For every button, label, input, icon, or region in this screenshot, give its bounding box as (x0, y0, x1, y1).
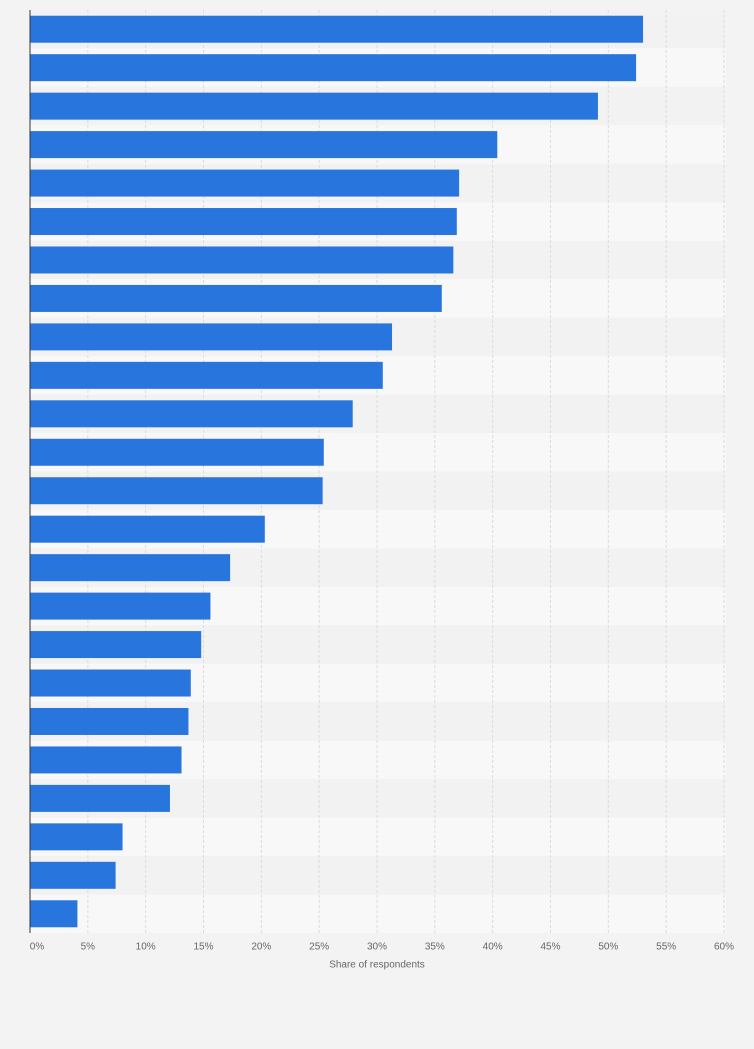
bar (30, 131, 498, 159)
bar (30, 631, 202, 659)
row-band (30, 817, 726, 857)
bar (30, 707, 189, 735)
x-tick-label: 10% (136, 942, 156, 953)
x-tick-label: 55% (656, 942, 676, 953)
x-tick-label: 0% (30, 942, 45, 953)
bar (30, 15, 644, 43)
bar (30, 861, 116, 889)
bar (30, 592, 211, 620)
x-tick-label: 25% (309, 942, 329, 953)
x-tick-label: 20% (251, 942, 271, 953)
x-tick-label: 35% (425, 942, 445, 953)
x-tick-label: 30% (367, 942, 387, 953)
bar (30, 361, 383, 389)
x-tick-label: 15% (193, 942, 213, 953)
bar (30, 900, 78, 928)
bar (30, 208, 457, 236)
bar (30, 746, 182, 774)
bar (30, 438, 324, 466)
bar (30, 515, 265, 543)
bar (30, 323, 393, 351)
bar (30, 554, 231, 582)
x-tick-label: 40% (483, 942, 503, 953)
x-tick-label: 50% (598, 942, 618, 953)
row-band (30, 856, 726, 895)
x-tick-label: 60% (714, 942, 734, 953)
bar (30, 669, 191, 697)
bar (30, 400, 353, 428)
bar (30, 169, 460, 197)
bar (30, 92, 598, 120)
bar (30, 54, 637, 82)
bar (30, 823, 123, 851)
x-tick-label: 45% (540, 942, 560, 953)
row-band (30, 894, 726, 933)
x-axis-label: Share of respondents (329, 960, 425, 971)
bar (30, 477, 323, 505)
bar (30, 284, 442, 312)
x-tick-label: 5% (81, 942, 96, 953)
bar (30, 784, 170, 812)
bar (30, 246, 454, 274)
